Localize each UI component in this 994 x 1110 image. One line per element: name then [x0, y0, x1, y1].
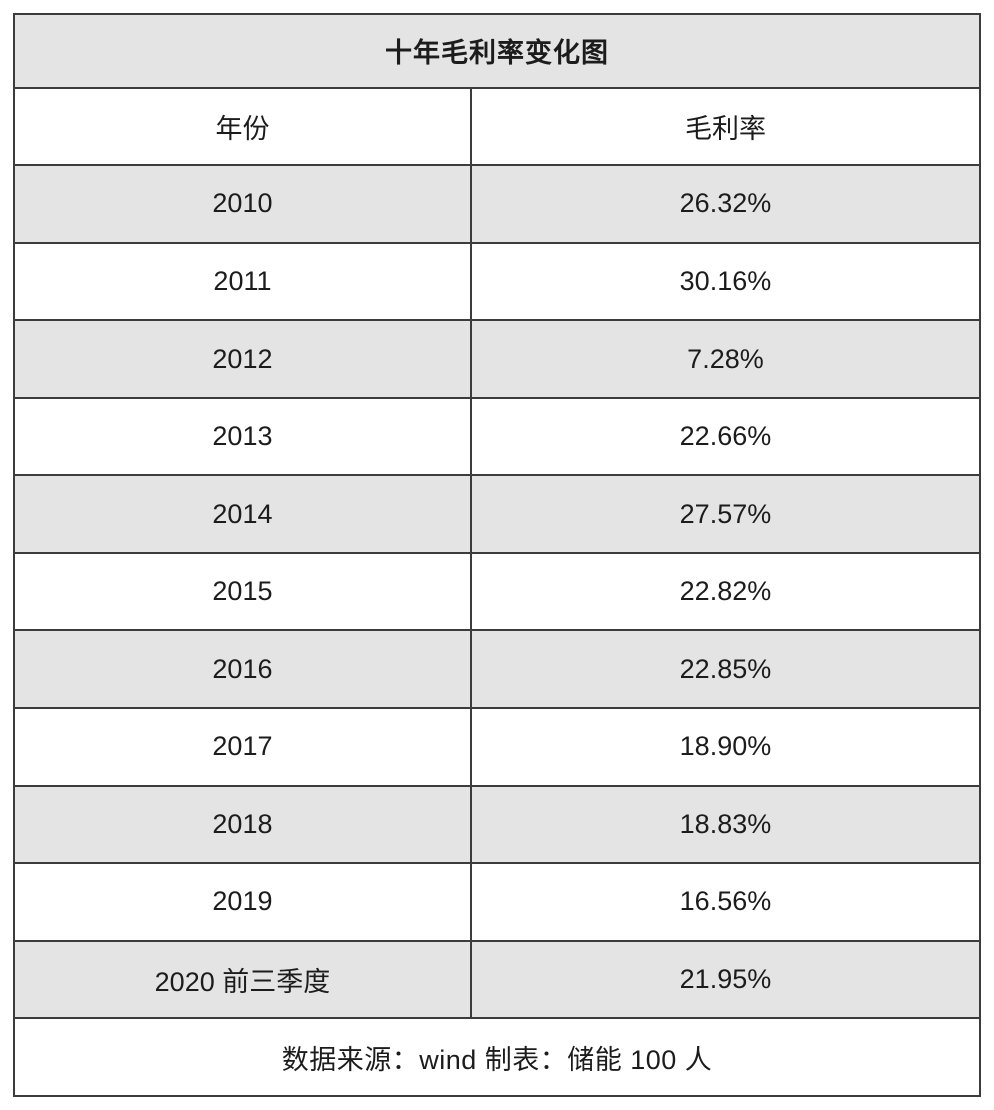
year-cell: 2019	[13, 862, 472, 942]
margin-cell: 26.32%	[469, 164, 982, 244]
year-cell: 2020 前三季度	[13, 939, 472, 1020]
table-title: 十年毛利率变化图	[13, 13, 981, 89]
table-row: 2015 22.82%	[13, 551, 982, 632]
year-cell: 2018	[13, 784, 472, 865]
margin-cell: 18.83%	[469, 784, 982, 865]
table-row: 2018 18.83%	[13, 784, 982, 865]
year-cell: 2011	[13, 241, 472, 322]
table-body: 2010 26.32% 2011 30.16% 2012 7.28% 2013 22.66% 2…	[13, 164, 982, 1020]
margin-cell: 22.85%	[469, 629, 982, 710]
table-row: 2016 22.85%	[13, 629, 982, 710]
table-row: 2010 26.32%	[13, 164, 982, 244]
table-row: 2012 7.28%	[13, 319, 982, 399]
margin-cell: 7.28%	[469, 319, 982, 399]
gross-margin-table: 十年毛利率变化图 年份 毛利率 2010 26.32% 2011 30.16% 2012…	[13, 13, 982, 1097]
table-row: 2014 27.57%	[13, 474, 982, 554]
margin-cell: 21.95%	[469, 939, 982, 1020]
margin-cell: 22.82%	[469, 551, 982, 632]
year-cell: 2013	[13, 396, 472, 477]
table-row: 2011 30.16%	[13, 241, 982, 322]
footer-row: 数据来源：wind 制表：储能 100 人	[13, 1017, 981, 1097]
table-row: 2020 前三季度 21.95%	[13, 939, 982, 1020]
year-cell: 2015	[13, 551, 472, 632]
col-header-margin: 毛利率	[469, 86, 982, 167]
year-cell: 2016	[13, 629, 472, 710]
margin-cell: 30.16%	[469, 241, 982, 322]
source-note: 数据来源：wind 制表：储能 100 人	[13, 1017, 981, 1097]
table-row: 2019 16.56%	[13, 862, 982, 942]
margin-cell: 22.66%	[469, 396, 982, 477]
title-row: 十年毛利率变化图	[13, 13, 981, 89]
year-cell: 2012	[13, 319, 472, 399]
year-cell: 2017	[13, 707, 472, 787]
margin-cell: 16.56%	[469, 862, 982, 942]
table-row: 2013 22.66%	[13, 396, 982, 477]
margin-cell: 18.90%	[469, 707, 982, 787]
col-header-year: 年份	[13, 86, 472, 167]
header-row: 年份 毛利率	[13, 86, 982, 167]
table-row: 2017 18.90%	[13, 707, 982, 787]
year-cell: 2010	[13, 164, 472, 244]
margin-cell: 27.57%	[469, 474, 982, 554]
year-cell: 2014	[13, 474, 472, 554]
